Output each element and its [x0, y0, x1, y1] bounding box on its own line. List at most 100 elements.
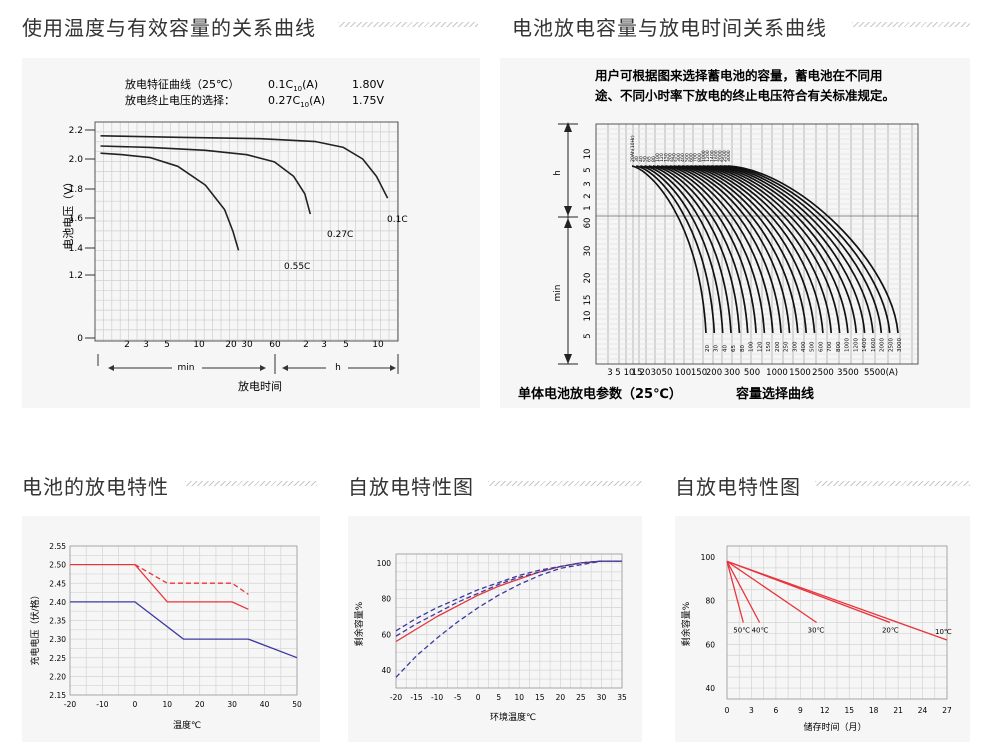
y-tick-label: 1 — [583, 205, 593, 210]
y-tick-label: 2.55 — [49, 542, 66, 551]
x-tick-label: 3 — [607, 368, 612, 378]
chart-capacity-selection: 用户可根据图来选择蓄电池的容量，蓄电池在不同用 途、不同小时率下放电的终止电压符… — [518, 68, 919, 402]
series-line — [644, 165, 732, 334]
series-line — [726, 560, 761, 623]
series-bottom-label: 65 — [731, 345, 737, 352]
series-bottom-label: 1600 — [871, 338, 877, 352]
chart-grid — [726, 545, 948, 700]
x-unit-min: min — [178, 363, 195, 373]
series-top-label: 20Ah(10Hr) — [630, 135, 636, 162]
x-tick-label: 100 — [675, 368, 691, 378]
series-line — [669, 165, 782, 334]
x-tick-label: 300 — [724, 368, 740, 378]
x-axis-label: 储存时间（月） — [803, 721, 866, 733]
x-tick-label: 30 — [651, 368, 662, 378]
series-line — [677, 165, 799, 334]
series-line — [723, 165, 891, 334]
y-tick-label: 20 — [583, 273, 593, 284]
y-tick-label: 2.30 — [49, 635, 66, 644]
x-axis-label: 放电时间 — [238, 379, 282, 393]
arrow-head — [564, 206, 572, 216]
x-tick-label: 5 — [164, 340, 170, 350]
y-tick-label: 2.15 — [49, 691, 66, 700]
series-line — [631, 165, 707, 334]
series-bottom-label: 40 — [723, 345, 729, 352]
x-tick-label: 3 — [749, 706, 754, 715]
series-line — [686, 165, 816, 334]
series-top-label: 30 — [634, 156, 640, 162]
legend-current-2: 0.27C10(A) — [268, 94, 325, 109]
series-line — [726, 560, 948, 641]
series-line — [100, 145, 312, 215]
section-title-self-discharge-2: 自放电特性图 — [675, 475, 801, 499]
series-line — [648, 165, 741, 334]
series-top-label: 300 — [676, 153, 682, 162]
chart-marks: 40 60 80 100 -20 -15 -10 -5 0 5 10 15 20 25 30 35 — [377, 559, 627, 702]
series-label: 50℃ — [733, 627, 750, 635]
x-tick-label: 3 — [321, 340, 327, 350]
x-tick-label: 10 — [624, 368, 635, 378]
series-line — [707, 165, 858, 334]
y-unit-h: h — [553, 170, 563, 176]
section-title-capacity-time: 电池放电容量与放电时间关系曲线 — [512, 16, 827, 40]
y-tick-label: 40 — [381, 666, 391, 675]
plot-border — [94, 121, 399, 342]
y-tick-label: 5 — [583, 333, 593, 338]
series-top-label: 150 — [663, 153, 669, 162]
series-top-label: 400 — [680, 153, 686, 162]
series-bottom-label: 1000 — [845, 338, 851, 352]
x-tick-label: 500 — [744, 368, 760, 378]
series-bottom-label: 400 — [801, 341, 807, 352]
x-tick-label: 5500(A) — [864, 368, 898, 378]
y-tick-label: 100 — [701, 553, 716, 562]
x-tick-label: 15 — [844, 706, 854, 715]
series-bottom-label: 2000 — [880, 338, 886, 352]
series-bottom-label: 1200 — [853, 338, 859, 352]
x-tick-label: 5 — [496, 693, 501, 702]
legend-label-2: 放电终止电压的选择： — [125, 93, 235, 107]
x-tick-label: 10 — [514, 693, 524, 702]
x-tick-label: 0 — [132, 700, 137, 709]
plot-border — [395, 553, 623, 689]
series-top-label: 2500 — [722, 150, 728, 162]
x-tick-label: 15 — [535, 693, 545, 702]
title-rule — [815, 481, 970, 486]
y-tick-label: 10 — [583, 311, 593, 322]
series-line — [690, 165, 824, 334]
y-tick-label: 2.20 — [49, 672, 66, 681]
x-tick-label: 20 — [225, 340, 237, 350]
series-top-label: 1600 — [714, 150, 720, 162]
series-bottom-label: 2500 — [888, 338, 894, 352]
series-top-label: 50 — [643, 156, 649, 162]
x-tick-label: 5 — [343, 340, 349, 350]
x-tick-label: 30 — [597, 693, 607, 702]
y-tick-label: 2.25 — [49, 654, 66, 663]
series-label: 0.1C — [387, 215, 408, 225]
series-top-label: 80 — [651, 156, 657, 162]
x-axis-label: 环境温度℃ — [490, 711, 536, 723]
y-tick-label: 100 — [377, 559, 392, 568]
x-tick-label: 15 — [632, 368, 643, 378]
y-tick-label: 40 — [705, 684, 715, 693]
chart-grid — [69, 545, 298, 696]
x-tick-label: 3 — [143, 340, 149, 350]
series-label: 30℃ — [808, 627, 825, 635]
series-line — [727, 165, 899, 334]
series-top-label: 2000 — [718, 150, 724, 162]
chart-panel-discharge-voltage — [22, 58, 480, 408]
series-line — [726, 560, 817, 624]
y-tick-label: 60 — [583, 218, 593, 229]
y-tick-label: 3 — [583, 181, 593, 186]
y-tick-label: 60 — [705, 640, 715, 649]
x-tick-label: 60 — [269, 340, 281, 350]
series-top-label: 1000 — [701, 150, 707, 162]
series-bottom-label: 200 — [775, 341, 781, 352]
series-line — [715, 165, 874, 334]
series-line — [70, 563, 249, 610]
x-tick-label: 30 — [227, 700, 237, 709]
chart-storage-time: 剩余容量% 储存时间（月） 40 60 80 100 0 3 6 9 12 15 18 21 24 27 5… — [680, 545, 952, 733]
x-tick-label: 150 — [691, 368, 707, 378]
section-title-discharge-characteristics: 电池的放电特性 — [22, 475, 169, 499]
series-top-label: 200 — [668, 153, 674, 162]
series-bottom-label: 30 — [714, 345, 720, 352]
